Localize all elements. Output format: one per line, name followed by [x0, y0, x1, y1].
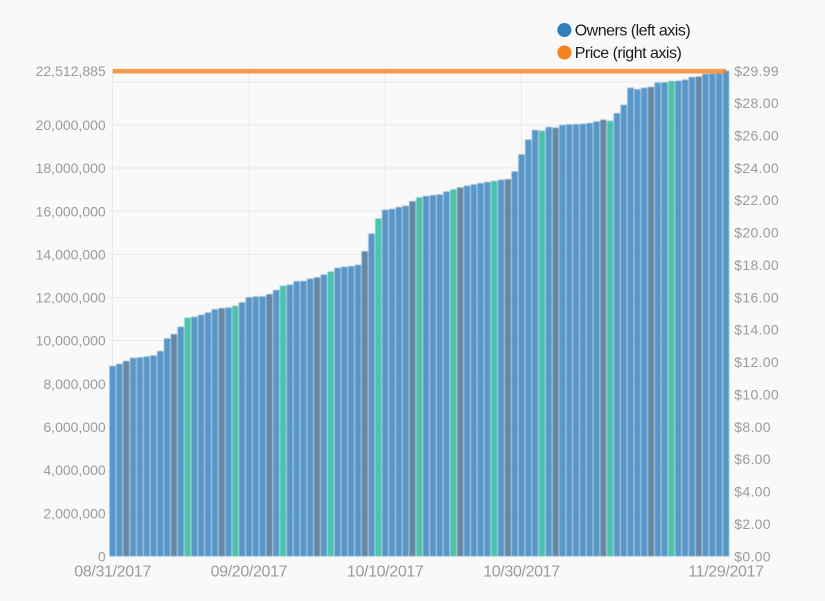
svg-text:$10.00: $10.00 — [734, 387, 779, 403]
svg-text:22,512,885: 22,512,885 — [36, 63, 106, 79]
svg-text:$12.00: $12.00 — [734, 354, 779, 370]
svg-text:$4.00: $4.00 — [734, 484, 771, 500]
svg-text:09/20/2017: 09/20/2017 — [211, 563, 288, 580]
svg-text:10/10/2017: 10/10/2017 — [347, 563, 424, 580]
svg-text:14,000,000: 14,000,000 — [36, 246, 106, 262]
svg-text:$29.99: $29.99 — [734, 63, 779, 79]
svg-text:6,000,000: 6,000,000 — [43, 419, 105, 435]
svg-text:8,000,000: 8,000,000 — [43, 376, 105, 392]
svg-text:$2.00: $2.00 — [734, 516, 771, 532]
svg-text:08/31/2017: 08/31/2017 — [74, 563, 151, 580]
svg-text:0: 0 — [98, 548, 106, 564]
svg-text:$20.00: $20.00 — [734, 225, 779, 241]
svg-text:10/30/2017: 10/30/2017 — [483, 563, 560, 580]
svg-text:Price (right axis): Price (right axis) — [575, 45, 682, 62]
svg-text:$16.00: $16.00 — [734, 289, 779, 305]
svg-text:$14.00: $14.00 — [734, 322, 779, 338]
svg-text:2,000,000: 2,000,000 — [43, 505, 105, 521]
svg-text:12,000,000: 12,000,000 — [36, 290, 106, 306]
svg-text:18,000,000: 18,000,000 — [36, 160, 106, 176]
svg-text:$24.00: $24.00 — [734, 160, 779, 176]
svg-text:20,000,000: 20,000,000 — [36, 117, 106, 133]
svg-text:$18.00: $18.00 — [734, 257, 779, 273]
svg-text:16,000,000: 16,000,000 — [36, 203, 106, 219]
svg-text:Owners (left axis): Owners (left axis) — [575, 23, 691, 40]
svg-text:$28.00: $28.00 — [734, 95, 779, 111]
svg-text:$0.00: $0.00 — [734, 548, 771, 564]
svg-text:$22.00: $22.00 — [734, 192, 779, 208]
svg-text:11/29/2017: 11/29/2017 — [688, 563, 764, 580]
svg-text:$6.00: $6.00 — [734, 451, 771, 467]
svg-text:4,000,000: 4,000,000 — [43, 462, 105, 478]
svg-text:$26.00: $26.00 — [734, 127, 779, 143]
svg-text:10,000,000: 10,000,000 — [36, 333, 106, 349]
svg-text:$8.00: $8.00 — [734, 419, 771, 435]
